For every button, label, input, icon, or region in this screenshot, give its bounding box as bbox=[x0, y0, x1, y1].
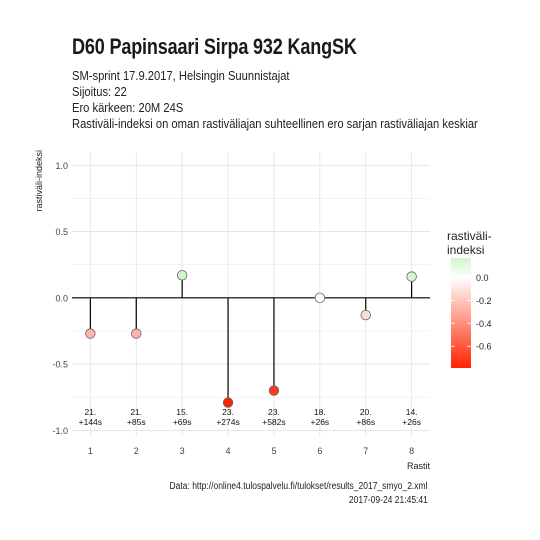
point-label-time: +26s bbox=[311, 417, 330, 427]
x-axis-title: Rastit bbox=[407, 461, 431, 471]
y-tick-label: -1.0 bbox=[52, 426, 68, 436]
data-point bbox=[222, 397, 234, 408]
legend-tick-label: -0.6 bbox=[476, 342, 492, 352]
point-label-rank: 15. bbox=[176, 407, 188, 417]
x-tick-label: 6 bbox=[317, 446, 322, 456]
x-tick-label: 8 bbox=[409, 446, 414, 456]
point-label-rank: 21. bbox=[84, 407, 96, 417]
y-tick-label: -0.5 bbox=[52, 360, 68, 370]
timestamp-caption: 2017-09-24 21:45:41 bbox=[349, 495, 428, 506]
legend-colorbar bbox=[451, 258, 471, 368]
y-tick-label: 0.5 bbox=[55, 227, 68, 237]
data-source-caption: Data: http://online4.tulospalvelu.fi/tul… bbox=[170, 481, 428, 492]
legend-title-line-2: indeksi bbox=[447, 243, 484, 257]
x-tick-label: 2 bbox=[134, 446, 139, 456]
x-tick-label: 3 bbox=[180, 446, 185, 456]
data-point bbox=[314, 292, 326, 304]
data-point bbox=[406, 271, 417, 282]
data-point bbox=[131, 328, 142, 339]
point-label-rank: 23. bbox=[222, 407, 234, 417]
legend-tick-label: -0.2 bbox=[476, 296, 492, 306]
y-tick-label: 0.0 bbox=[55, 293, 68, 303]
point-label-rank: 21. bbox=[130, 407, 142, 417]
y-axis-title: rastiväli-indeksi bbox=[34, 150, 44, 212]
chart-title: D60 Papinsaari Sirpa 932 KangSK bbox=[72, 34, 357, 59]
data-point bbox=[268, 385, 280, 396]
point-label-time: +85s bbox=[127, 417, 146, 427]
subtitle-line-3: Ero kärkeen: 20M 24S bbox=[72, 100, 184, 115]
point-label-time: +144s bbox=[79, 417, 102, 427]
point-label-rank: 20. bbox=[360, 407, 372, 417]
y-tick-label: 1.0 bbox=[55, 161, 68, 171]
point-label-time: +86s bbox=[356, 417, 375, 427]
point-label-rank: 18. bbox=[314, 407, 326, 417]
legend-title-line-1: rastiväli- bbox=[447, 229, 492, 243]
subtitle-line-2: Sijoitus: 22 bbox=[72, 84, 127, 99]
x-tick-label: 5 bbox=[271, 446, 276, 456]
point-label-time: +274s bbox=[216, 417, 239, 427]
point-label-rank: 14. bbox=[406, 407, 418, 417]
data-point bbox=[360, 309, 371, 321]
x-tick-label: 7 bbox=[363, 446, 368, 456]
x-tick-label: 1 bbox=[88, 446, 93, 456]
legend-tick-label: 0.0 bbox=[476, 273, 489, 283]
data-point bbox=[85, 328, 96, 339]
legend-tick-label: -0.4 bbox=[476, 319, 492, 329]
subtitle-line-1: SM-sprint 17.9.2017, Helsingin Suunnista… bbox=[72, 68, 290, 83]
subtitle-line-4: Rastiväli-indeksi on oman rastiväliajan … bbox=[72, 116, 478, 131]
point-label-rank: 23. bbox=[268, 407, 280, 417]
point-label-time: +26s bbox=[402, 417, 421, 427]
data-point bbox=[176, 270, 188, 281]
point-label-time: +582s bbox=[262, 417, 285, 427]
point-label-time: +69s bbox=[173, 417, 192, 427]
x-tick-label: 4 bbox=[226, 446, 231, 456]
